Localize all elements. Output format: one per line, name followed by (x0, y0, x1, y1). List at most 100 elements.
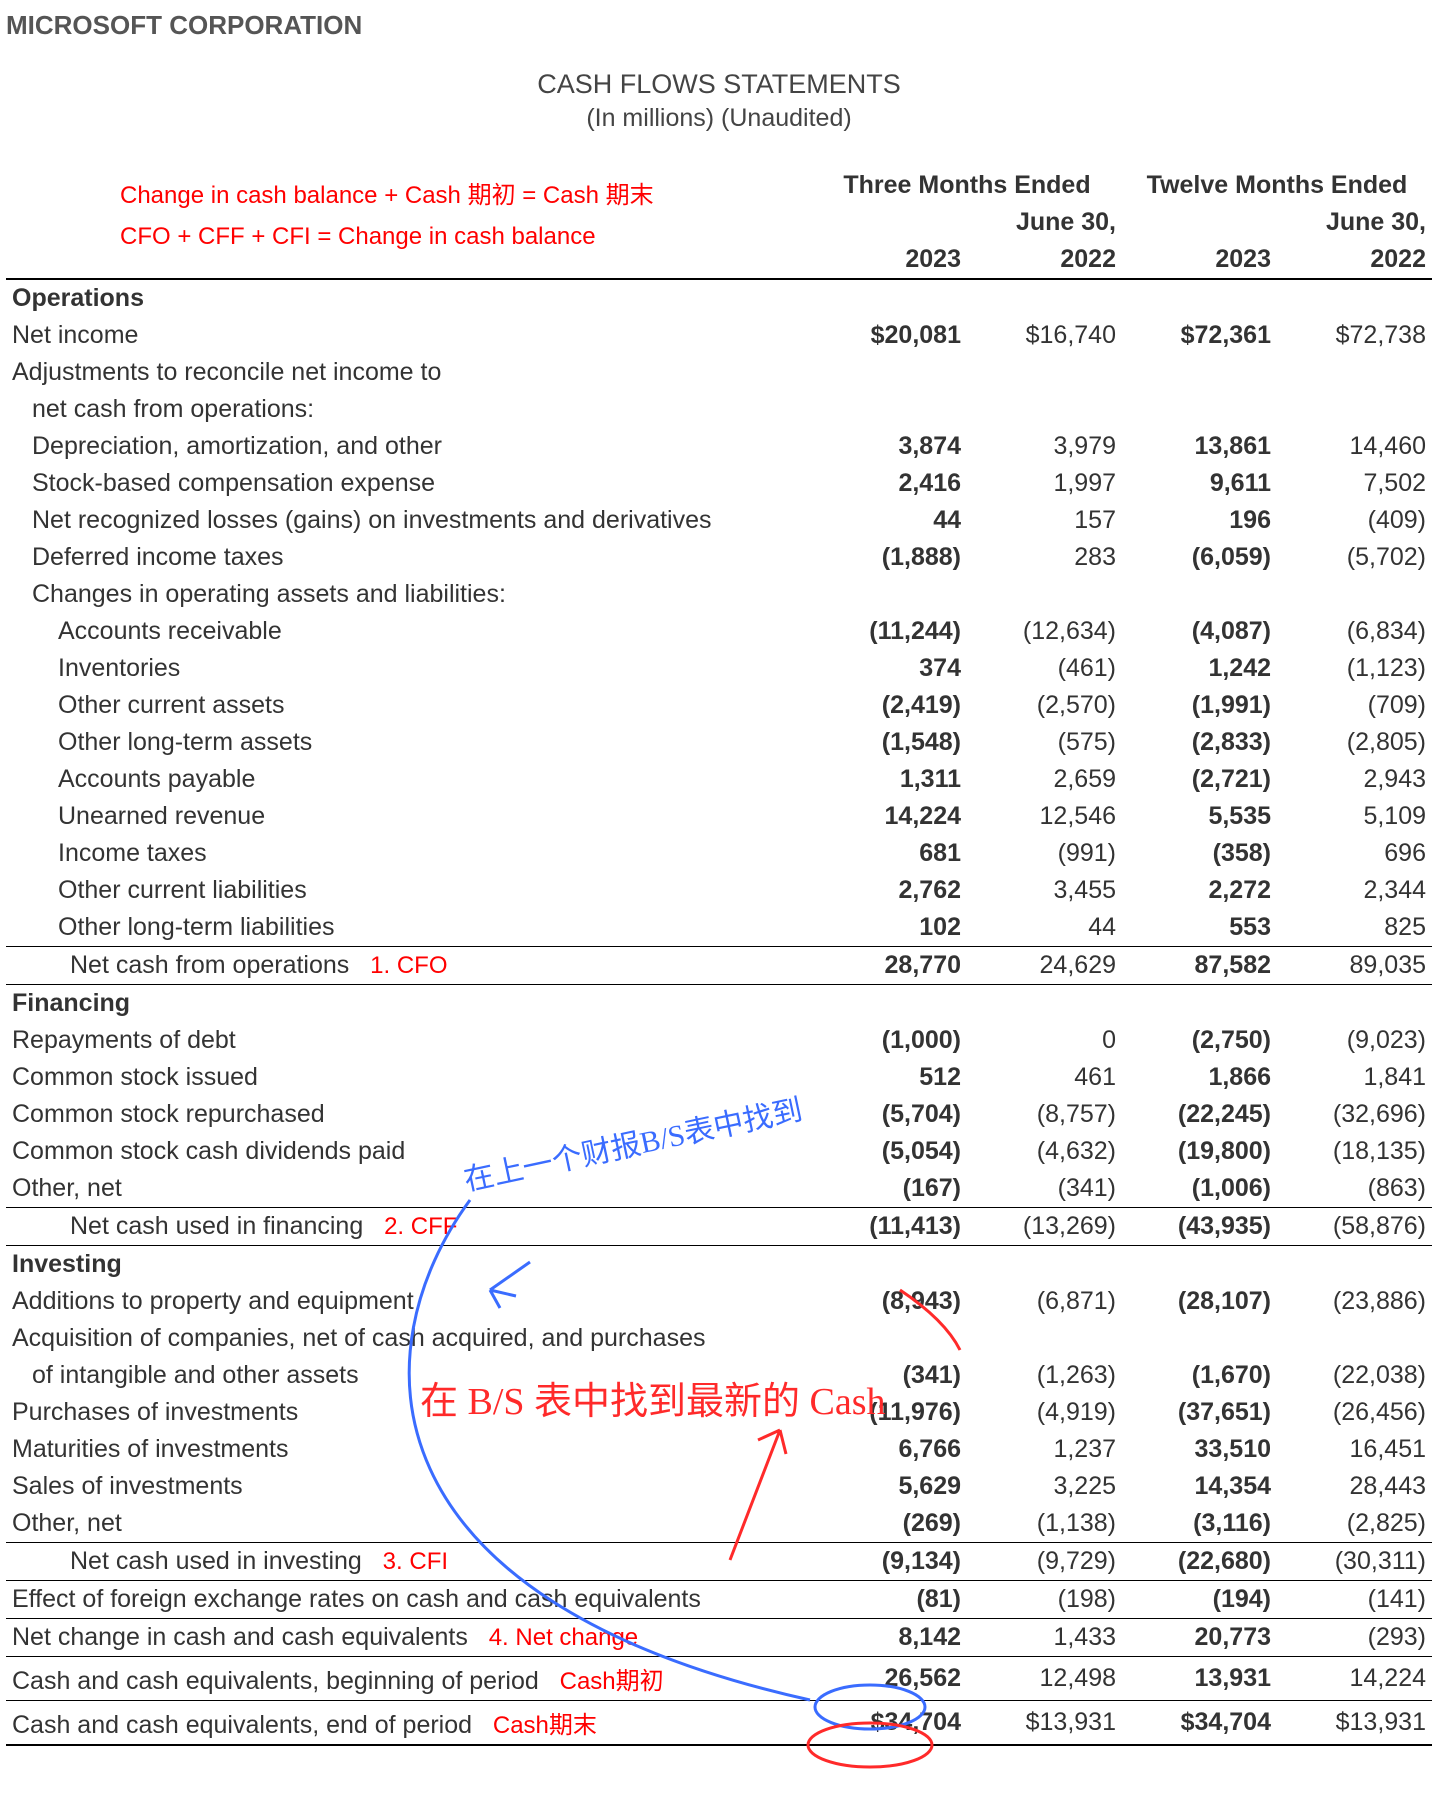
cell: (4,919) (967, 1394, 1122, 1431)
row-label: Sales of investments (6, 1468, 812, 1505)
cell: (1,000) (812, 1022, 967, 1059)
table-row: Repayments of debt(1,000)0(2,750)(9,023) (6, 1022, 1432, 1059)
row-label: Investing (6, 1246, 1432, 1284)
cell: (8,757) (967, 1096, 1122, 1133)
cell: (13,269) (967, 1208, 1122, 1246)
cell: (18,135) (1277, 1133, 1432, 1170)
row-label: Operations (6, 279, 1432, 317)
cell: $34,704 (1122, 1701, 1277, 1746)
table-row: Other, net(167)(341)(1,006)(863) (6, 1170, 1432, 1208)
cell: 5,109 (1277, 798, 1432, 835)
table-row: Adjustments to reconcile net income to (6, 354, 1432, 391)
cell: 2,272 (1122, 872, 1277, 909)
table-row: Stock-based compensation expense2,4161,9… (6, 465, 1432, 502)
row-label: Accounts payable (6, 761, 812, 798)
cell: (4,087) (1122, 613, 1277, 650)
cell: (2,825) (1277, 1505, 1432, 1543)
cell: (23,886) (1277, 1283, 1432, 1320)
cell: (2,721) (1122, 761, 1277, 798)
cell: 102 (812, 909, 967, 947)
year-4: 2022 (1277, 241, 1432, 279)
cell: 2,416 (812, 465, 967, 502)
cell: (11,413) (812, 1208, 967, 1246)
year-1: 2023 (812, 241, 967, 279)
cell: $13,931 (967, 1701, 1122, 1746)
table-row: Unearned revenue14,22412,5465,5355,109 (6, 798, 1432, 835)
row-label: Net cash used in investing 3. CFI (6, 1543, 812, 1581)
cell: (709) (1277, 687, 1432, 724)
cell: (2,419) (812, 687, 967, 724)
row-label: net cash from operations: (6, 391, 1432, 428)
row-label: Common stock cash dividends paid (6, 1133, 812, 1170)
cell: 13,861 (1122, 428, 1277, 465)
table-row: Purchases of investments(11,976)(4,919)(… (6, 1394, 1432, 1431)
table-row: Net change in cash and cash equivalents … (6, 1619, 1432, 1657)
formula-2: CFO + CFF + CFI = Change in cash balance (120, 217, 654, 258)
cell: 14,224 (1277, 1657, 1432, 1701)
formula-annotations: Change in cash balance + Cash 期初 = Cash … (120, 176, 654, 258)
cell: (5,704) (812, 1096, 967, 1133)
table-row: Other long-term liabilities10244553825 (6, 909, 1432, 947)
cell: 461 (967, 1059, 1122, 1096)
row-label: Financing (6, 985, 1432, 1023)
cell: $72,738 (1277, 317, 1432, 354)
row-label: Net recognized losses (gains) on investm… (6, 502, 812, 539)
cell: (32,696) (1277, 1096, 1432, 1133)
title-block: CASH FLOWS STATEMENTS (In millions) (Una… (6, 69, 1432, 133)
table-row: Common stock issued5124611,8661,841 (6, 1059, 1432, 1096)
cell: 3,225 (967, 1468, 1122, 1505)
cell: 5,629 (812, 1468, 967, 1505)
cell: (26,456) (1277, 1394, 1432, 1431)
cell: (58,876) (1277, 1208, 1432, 1246)
cell: 20,773 (1122, 1619, 1277, 1657)
table-row: Cash and cash equivalents, end of period… (6, 1701, 1432, 1746)
cell: 28,770 (812, 947, 967, 985)
row-label: Net cash from operations 1. CFO (6, 947, 812, 985)
table-row: Cash and cash equivalents, beginning of … (6, 1657, 1432, 1701)
col-sub-3mo: June 30, (967, 204, 1122, 241)
cell: 13,931 (1122, 1657, 1277, 1701)
table-row: Maturities of investments6,7661,23733,51… (6, 1431, 1432, 1468)
cell: (12,634) (967, 613, 1122, 650)
table-row: Net cash used in investing 3. CFI(9,134)… (6, 1543, 1432, 1581)
cell: 16,451 (1277, 1431, 1432, 1468)
row-label: Income taxes (6, 835, 812, 872)
cell: (6,059) (1122, 539, 1277, 576)
cell: 87,582 (1122, 947, 1277, 985)
cell: 5,535 (1122, 798, 1277, 835)
row-label: Common stock issued (6, 1059, 812, 1096)
col-group-3mo: Three Months Ended (812, 167, 1122, 204)
row-label: Net income (6, 317, 812, 354)
cell: 3,874 (812, 428, 967, 465)
cell: 89,035 (1277, 947, 1432, 985)
table-row: Sales of investments5,6293,22514,35428,4… (6, 1468, 1432, 1505)
year-2: 2022 (967, 241, 1122, 279)
cell: (269) (812, 1505, 967, 1543)
cell: (141) (1277, 1581, 1432, 1619)
cell: $13,931 (1277, 1701, 1432, 1746)
cell: 14,460 (1277, 428, 1432, 465)
row-label: Other long-term assets (6, 724, 812, 761)
cell: 696 (1277, 835, 1432, 872)
statement-title: CASH FLOWS STATEMENTS (6, 69, 1432, 100)
cell: 9,611 (1122, 465, 1277, 502)
cell: (9,134) (812, 1543, 967, 1581)
cell: (194) (1122, 1581, 1277, 1619)
cell: (293) (1277, 1619, 1432, 1657)
table-row: Income taxes681(991)(358)696 (6, 835, 1432, 872)
row-label: Cash and cash equivalents, beginning of … (6, 1657, 812, 1701)
cell: 14,354 (1122, 1468, 1277, 1505)
row-label: Changes in operating assets and liabilit… (6, 576, 1432, 613)
table-row: net cash from operations: (6, 391, 1432, 428)
cell: (22,245) (1122, 1096, 1277, 1133)
col-group-12mo: Twelve Months Ended (1122, 167, 1432, 204)
table-row: Other current assets(2,419)(2,570)(1,991… (6, 687, 1432, 724)
cell: (6,871) (967, 1283, 1122, 1320)
cell: (28,107) (1122, 1283, 1277, 1320)
cell: 1,866 (1122, 1059, 1277, 1096)
cell: $72,361 (1122, 317, 1277, 354)
cell: (1,670) (1122, 1357, 1277, 1394)
cell: 0 (967, 1022, 1122, 1059)
cell: 28,443 (1277, 1468, 1432, 1505)
row-label: Accounts receivable (6, 613, 812, 650)
